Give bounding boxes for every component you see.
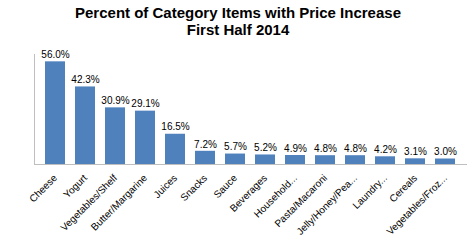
svg-text:Juices: Juices [151, 172, 179, 200]
svg-text:5.7%: 5.7% [224, 141, 247, 152]
svg-text:Pasta/Macaroni: Pasta/Macaroni [272, 172, 329, 229]
svg-text:4.8%: 4.8% [344, 143, 367, 154]
svg-text:3.1%: 3.1% [404, 146, 427, 157]
svg-text:56.0%: 56.0% [41, 49, 69, 60]
svg-text:Yogurt: Yogurt [61, 172, 89, 200]
svg-text:7.2%: 7.2% [194, 139, 217, 150]
svg-text:16.5%: 16.5% [161, 121, 189, 132]
svg-text:Vegetables/Shelf: Vegetables/Shelf [58, 172, 120, 234]
svg-text:Butter/Margarine: Butter/Margarine [89, 172, 150, 233]
svg-text:4.2%: 4.2% [374, 144, 397, 155]
svg-text:Vegetables/Froz...: Vegetables/Froz... [384, 172, 449, 237]
svg-text:Cereals: Cereals [387, 172, 420, 205]
svg-text:Beverages: Beverages [227, 172, 270, 214]
svg-text:5.2%: 5.2% [254, 142, 277, 153]
html-text:First Half 2014: First Half 2014 [186, 21, 290, 38]
svg-text:Household...: Household... [251, 172, 300, 220]
svg-text:4.8%: 4.8% [314, 143, 337, 154]
svg-text:Jelly/Honey/Pea...: Jelly/Honey/Pea... [294, 172, 359, 237]
svg-text:29.1%: 29.1% [131, 98, 159, 109]
svg-text:Sauce: Sauce [211, 172, 239, 200]
svg-text:Cheese: Cheese [27, 172, 59, 204]
svg-text:Laundry...: Laundry... [350, 172, 389, 211]
svg-text:4.9%: 4.9% [284, 143, 307, 154]
svg-text:30.9%: 30.9% [101, 95, 129, 106]
html-text:Percent of Category Items with: Percent of Category Items with Price Inc… [75, 4, 401, 21]
svg-text:Snacks: Snacks [178, 172, 209, 203]
svg-text:42.3%: 42.3% [71, 74, 99, 85]
svg-text:3.0%: 3.0% [434, 146, 457, 157]
